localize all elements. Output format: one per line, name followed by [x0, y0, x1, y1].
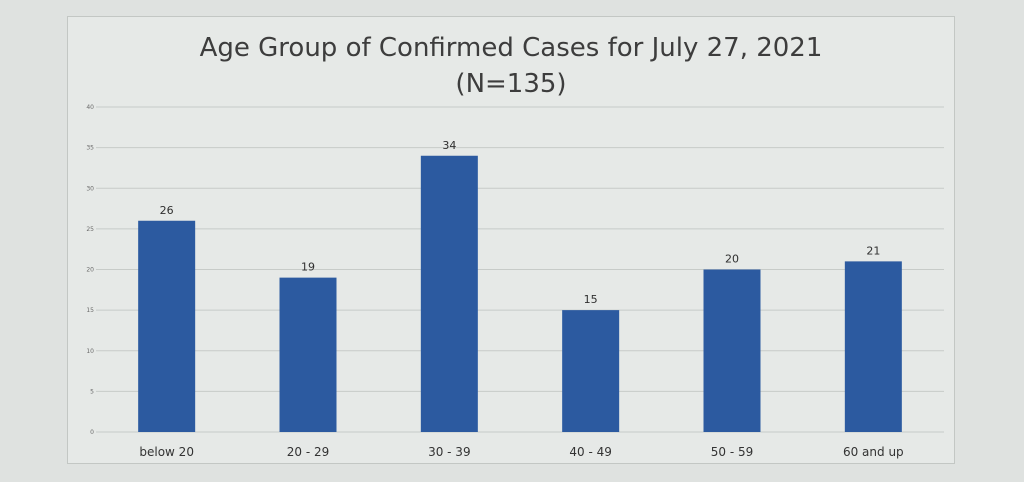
- y-tick-label: 10: [86, 348, 94, 355]
- y-tick-label: 20: [86, 267, 94, 274]
- bar-chart: 0 5 10 15 20 25 30 35 40 26 19 34 15 20 21 below 20 20…: [86, 104, 944, 459]
- bar-value-label: 15: [584, 293, 598, 306]
- chart-title-text: Age Group of Confirmed Cases for July 27…: [199, 33, 823, 63]
- y-tick-label: 25: [86, 226, 94, 233]
- y-tick-label: 0: [90, 429, 94, 436]
- x-tick-label: 50 - 59: [711, 445, 754, 459]
- bar-value-label: 20: [725, 253, 739, 266]
- chart-panel: Age Group of Confirmed Cases for July 27…: [67, 16, 955, 464]
- x-tick-label: 20 - 29: [287, 445, 330, 459]
- y-axis-ticks: 0 5 10 15 20 25 30 35 40: [86, 104, 94, 436]
- chart-title: Age Group of Confirmed Cases for July 27…: [68, 30, 954, 102]
- y-tick-label: 40: [86, 104, 94, 111]
- x-tick-label: below 20: [139, 445, 194, 459]
- bar: [138, 220, 196, 432]
- bar-value-label: 19: [301, 261, 315, 274]
- bar: [562, 310, 620, 432]
- y-tick-label: 15: [86, 307, 94, 314]
- x-tick-label: 30 - 39: [428, 445, 471, 459]
- x-tick-label: 60 and up: [843, 445, 904, 459]
- x-tick-label: 40 - 49: [569, 445, 612, 459]
- bar-value-label: 26: [160, 204, 174, 217]
- y-tick-label: 5: [90, 388, 94, 395]
- bars: [138, 155, 902, 432]
- bar: [279, 277, 337, 432]
- y-tick-label: 30: [86, 185, 94, 192]
- bar-value-label: 21: [866, 244, 880, 257]
- bar: [703, 269, 761, 432]
- bar-value-labels: 26 19 34 15 20 21: [160, 139, 881, 306]
- bar: [420, 155, 478, 432]
- x-axis-ticks: below 20 20 - 29 30 - 39 40 - 49 50 - 59 60 a…: [139, 445, 903, 459]
- bar: [844, 261, 902, 432]
- y-tick-label: 35: [86, 145, 94, 152]
- grid-lines: [96, 106, 944, 433]
- chart-subtitle: (N=135): [455, 69, 567, 99]
- bar-value-label: 34: [442, 139, 456, 152]
